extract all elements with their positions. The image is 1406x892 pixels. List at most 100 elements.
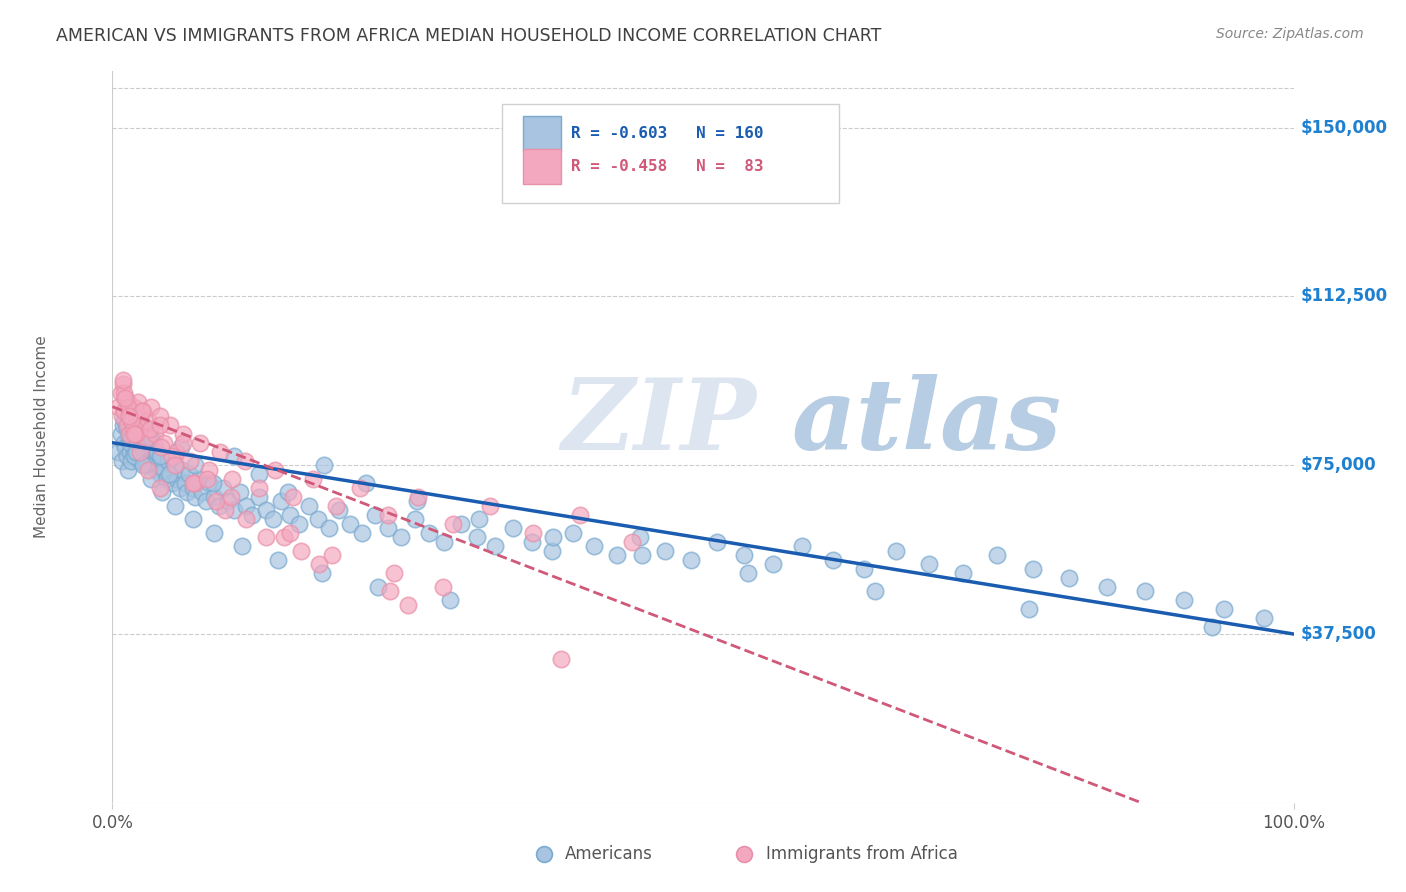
Point (149, 467, 172, 482)
Point (181, 476, 204, 491)
Point (179, 453, 201, 467)
Point (120, 431, 142, 445)
Point (127, 395, 149, 409)
Point (1095, 580, 1118, 594)
Point (132, 426, 155, 441)
Point (522, 525, 544, 540)
Point (404, 512, 426, 526)
Point (884, 543, 907, 558)
Point (290, 543, 312, 558)
Point (278, 525, 301, 540)
Point (159, 417, 181, 432)
Point (441, 516, 464, 531)
Point (408, 490, 430, 504)
Point (706, 534, 728, 549)
Point (621, 534, 644, 549)
Point (112, 413, 135, 427)
Point (1021, 562, 1043, 576)
Point (122, 400, 145, 414)
Point (172, 463, 194, 477)
Point (115, 417, 138, 432)
Point (141, 400, 163, 414)
Point (134, 440, 156, 454)
Point (120, 413, 142, 427)
Point (127, 422, 149, 436)
Point (406, 494, 429, 508)
Point (125, 440, 148, 454)
Point (124, 449, 146, 463)
Point (235, 499, 257, 513)
Point (569, 508, 592, 522)
Point (165, 458, 187, 473)
Point (432, 580, 454, 594)
Point (240, 508, 263, 522)
Point (142, 435, 165, 450)
Point (217, 494, 239, 508)
Point (247, 467, 270, 482)
Text: $112,500: $112,500 (1301, 287, 1388, 305)
Point (141, 431, 163, 445)
Point (378, 584, 401, 599)
Point (120, 453, 142, 467)
Point (630, 548, 652, 562)
Point (328, 503, 350, 517)
Point (288, 516, 311, 531)
Point (270, 494, 292, 508)
Point (283, 490, 305, 504)
Point (562, 525, 585, 540)
Point (149, 417, 172, 432)
Point (143, 453, 166, 467)
Point (1018, 602, 1040, 616)
Point (172, 435, 194, 450)
Point (141, 472, 163, 486)
Point (311, 566, 333, 581)
Point (117, 463, 139, 477)
Point (262, 512, 284, 526)
Point (1253, 611, 1275, 625)
Point (821, 553, 844, 567)
Point (762, 558, 785, 572)
Point (439, 593, 461, 607)
Point (235, 512, 257, 526)
Point (533, 796, 555, 810)
Point (149, 409, 172, 423)
Point (148, 458, 170, 473)
Point (917, 558, 939, 572)
Point (136, 463, 159, 477)
Point (146, 444, 169, 458)
Point (479, 499, 502, 513)
Point (312, 458, 335, 473)
Point (181, 481, 204, 495)
Point (120, 435, 142, 450)
Point (132, 404, 155, 418)
Point (321, 548, 343, 562)
Point (247, 490, 270, 504)
Point (129, 435, 152, 450)
Point (254, 503, 277, 517)
Point (160, 449, 183, 463)
Point (112, 417, 135, 432)
Point (214, 503, 236, 517)
Point (165, 444, 187, 458)
Point (128, 444, 150, 458)
Point (150, 449, 173, 463)
Point (156, 453, 179, 467)
Point (173, 476, 195, 491)
Point (131, 449, 153, 463)
Point (135, 453, 157, 467)
Point (120, 413, 142, 427)
Point (367, 580, 389, 594)
Point (349, 481, 371, 495)
Point (865, 584, 887, 599)
Point (277, 485, 299, 500)
Point (1212, 602, 1234, 616)
Point (114, 440, 136, 454)
Point (628, 530, 651, 544)
Point (111, 409, 134, 423)
FancyBboxPatch shape (523, 116, 561, 151)
Point (149, 440, 172, 454)
Text: AMERICAN VS IMMIGRANTS FROM AFRICA MEDIAN HOUSEHOLD INCOME CORRELATION CHART: AMERICAN VS IMMIGRANTS FROM AFRICA MEDIA… (56, 27, 882, 45)
Point (233, 453, 256, 467)
Point (308, 558, 330, 572)
Point (733, 796, 755, 810)
